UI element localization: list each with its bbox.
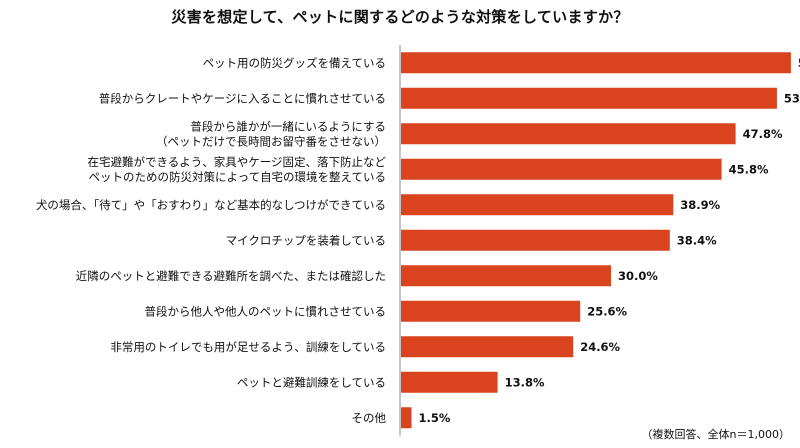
category-label: 近隣のペットと避難できる避難所を調べた、または確認した xyxy=(76,269,386,283)
category-label: ペットと避難訓練をしている xyxy=(237,375,386,389)
chart-title: 災害を想定して、ペットに関するどのような対策をしていますか？ xyxy=(171,8,629,26)
bar xyxy=(401,265,611,287)
category-label: 普段から誰かが一緒にいるようにする xyxy=(190,119,386,133)
value-label: 38.4% xyxy=(677,233,717,247)
value-label: 1.5% xyxy=(419,411,451,425)
bar xyxy=(401,194,674,216)
value-label: 45.8% xyxy=(729,162,769,176)
sample-note: （複数回答、全体n＝1,000） xyxy=(641,428,790,441)
category-label: ペットのための防災対策によって自宅の環境を整えている xyxy=(88,170,386,184)
value-label: 38.9% xyxy=(680,198,720,212)
category-label: 普段から他人や他人のペットに慣れさせている xyxy=(145,304,387,318)
category-label: その他 xyxy=(352,411,387,425)
category-label: マイクロチップを装着している xyxy=(226,233,386,247)
value-label: 47.8% xyxy=(743,127,783,141)
bar xyxy=(401,158,722,180)
bar xyxy=(401,371,498,393)
category-label: 普段からクレートやケージに入ることに慣れさせている xyxy=(99,91,386,105)
category-label: 非常用のトイレでも用が足せるよう、訓練をしている xyxy=(110,340,386,354)
value-label: 24.6% xyxy=(580,340,620,354)
value-label: 55.7% xyxy=(798,56,800,70)
value-labels-group: 55.7% 53.7% 47.8% 45.8% 38.9% 38.4% 30.0% 25.6%… xyxy=(419,56,800,425)
category-label: （ペットだけで長時間お留守番をさせない） xyxy=(156,134,386,148)
bar xyxy=(401,300,581,322)
bar xyxy=(401,87,777,109)
category-label: 在宅避難ができるよう、家具やケージ固定、落下防止など xyxy=(87,155,386,169)
value-label: 53.7% xyxy=(784,91,800,105)
value-label: 30.0% xyxy=(618,269,658,283)
value-label: 13.8% xyxy=(505,375,545,389)
bar xyxy=(401,336,574,358)
category-label: 犬の場合、「待て」や「おすわり」など基本的なしつけができている xyxy=(36,198,386,212)
category-label: ペット用の防災グッズを備えている xyxy=(203,56,386,70)
bars-group xyxy=(401,52,791,429)
bar xyxy=(401,229,670,251)
bar xyxy=(401,52,791,74)
value-label: 25.6% xyxy=(587,304,627,318)
bar xyxy=(401,123,736,145)
bar xyxy=(401,407,412,429)
category-labels-group: ペット用の防災グッズを備えている普段からクレートやケージに入ることに慣れさせてい… xyxy=(36,56,387,425)
